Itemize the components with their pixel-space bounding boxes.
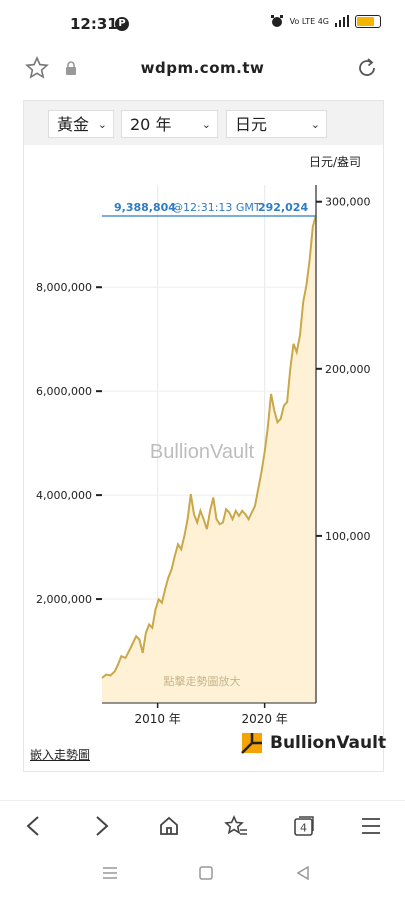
- x-axis-tick-label: 2020 年: [241, 712, 287, 726]
- tabs-icon: 4: [294, 816, 314, 836]
- system-nav-bar: [0, 855, 405, 900]
- chevron-left-icon: [26, 816, 39, 836]
- embed-chart-link[interactable]: 嵌入走勢圖: [30, 748, 91, 762]
- period-select[interactable]: 20 年 ⌄: [121, 110, 218, 138]
- url-text[interactable]: wdpm.com.tw: [140, 59, 265, 77]
- chevron-down-icon: ⌄: [201, 118, 211, 131]
- cube-icon: [241, 733, 262, 754]
- period-select-value: 20 年: [130, 115, 172, 134]
- x-axis-tick-label: 2010 年: [134, 712, 180, 726]
- browser-url-bar: wdpm.com.tw: [0, 50, 405, 90]
- chevron-right-icon: [96, 816, 109, 836]
- price-area: [102, 215, 316, 703]
- square-icon: [199, 866, 213, 880]
- home-button[interactable]: [154, 811, 184, 841]
- system-back-button[interactable]: [296, 865, 310, 884]
- reload-icon[interactable]: [355, 56, 379, 80]
- currency-select-value: 日元: [235, 115, 268, 134]
- left-axis-tick-label: 2,000,000: [36, 593, 92, 606]
- forward-button[interactable]: [87, 811, 117, 841]
- current-price-left: 9,388,804: [114, 201, 176, 214]
- status-time: 12:31: [70, 15, 118, 33]
- left-axis: 2,000,000 4,000,000 6,000,000 8,000,000: [36, 281, 102, 606]
- triangle-back-icon: [296, 865, 309, 881]
- price-line: [101, 214, 317, 679]
- parking-app-icon: P: [115, 17, 129, 31]
- enlarge-hint[interactable]: 點擊走勢圖放大: [164, 674, 241, 688]
- logo-text: BullionVault: [270, 733, 387, 753]
- browser-bottom-nav: 4: [0, 800, 405, 851]
- star-list-icon: [224, 815, 247, 835]
- metal-select[interactable]: 黃金 ⌄: [48, 110, 114, 138]
- signal-icon: [335, 15, 349, 27]
- price-chart[interactable]: BullionVault 點擊走勢圖放大 9,388,804 @12:31:13…: [24, 171, 383, 731]
- home-icon: [160, 816, 178, 835]
- left-axis-tick-label: 8,000,000: [36, 281, 92, 294]
- hamburger-menu-icon: [362, 818, 380, 834]
- right-axis-tick-label: 200,000: [325, 363, 371, 376]
- lock-icon: [66, 61, 76, 75]
- bullionvault-logo[interactable]: BullionVault: [240, 731, 386, 755]
- x-axis: 2010 年 2020 年: [134, 703, 288, 726]
- tab-count: 4: [300, 822, 307, 835]
- chevron-down-icon: ⌄: [310, 118, 320, 131]
- network-label: Vo LTE 4G: [289, 16, 329, 26]
- system-menu-button[interactable]: [102, 865, 118, 884]
- alarm-icon: [270, 15, 283, 27]
- metal-select-value: 黃金: [57, 115, 90, 134]
- current-price-right: 292,024: [258, 201, 308, 214]
- menu-lines-icon: [103, 867, 117, 879]
- chevron-down-icon: ⌄: [97, 118, 107, 131]
- currency-select[interactable]: 日元 ⌄: [226, 110, 327, 138]
- left-axis-tick-label: 6,000,000: [36, 385, 92, 398]
- right-axis: 100,000 200,000 300,000: [316, 196, 371, 543]
- price-unit-label: 日元/盎司: [309, 155, 362, 169]
- current-price-time: @12:31:13 GMT: [172, 201, 261, 214]
- bookmark-star-icon[interactable]: [25, 56, 49, 80]
- battery-icon: [355, 14, 381, 28]
- tabs-button[interactable]: 4: [289, 811, 319, 841]
- right-axis-tick-label: 300,000: [325, 196, 371, 209]
- right-axis-tick-label: 100,000: [325, 530, 371, 543]
- back-button[interactable]: [18, 811, 48, 841]
- left-axis-tick-label: 4,000,000: [36, 489, 92, 502]
- chart-toolbar: 黃金 ⌄ 20 年 ⌄ 日元 ⌄: [24, 101, 383, 145]
- status-bar: 12:31 P Vo LTE 4G: [0, 0, 405, 50]
- gold-chart-widget: 黃金 ⌄ 20 年 ⌄ 日元 ⌄ 日元/盎司 BullionVault 點擊走勢…: [23, 100, 386, 772]
- bookmarks-button[interactable]: [221, 811, 251, 841]
- menu-button[interactable]: [356, 811, 386, 841]
- system-home-button[interactable]: [199, 865, 213, 884]
- status-icons: Vo LTE 4G: [270, 14, 381, 28]
- chart-watermark: BullionVault: [150, 441, 255, 463]
